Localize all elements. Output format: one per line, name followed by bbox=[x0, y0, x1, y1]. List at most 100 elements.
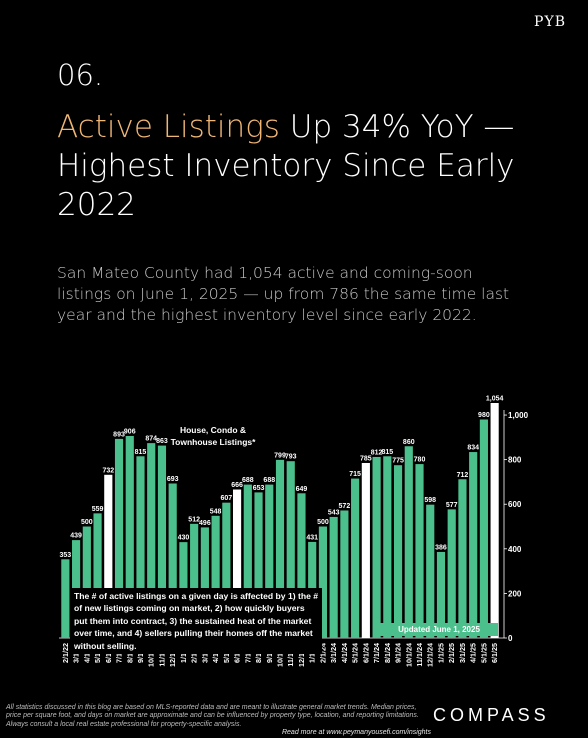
x-tick-label: 5/1/25 bbox=[479, 643, 488, 663]
x-tick-label: 6/1/25 bbox=[490, 643, 499, 663]
bar bbox=[372, 456, 381, 638]
bar-value-label: 649 bbox=[296, 486, 308, 493]
bar-value-label: 693 bbox=[167, 476, 179, 483]
y-tick-label: 400 bbox=[508, 545, 522, 554]
brand-logo: PYB bbox=[534, 14, 566, 30]
x-tick-label: 12/1/23 bbox=[297, 643, 306, 667]
compass-logo: COMPASS bbox=[433, 705, 550, 725]
bar-value-label: 815 bbox=[381, 449, 393, 456]
bar bbox=[114, 438, 124, 638]
bar bbox=[340, 510, 349, 638]
bar-value-label: 980 bbox=[478, 412, 490, 419]
bar-value-label: 496 bbox=[199, 520, 211, 527]
subtitle: San Mateo County had 1,054 active and co… bbox=[57, 264, 510, 324]
bar-value-label: 799 bbox=[274, 452, 286, 459]
bar bbox=[168, 483, 177, 638]
bar-value-label: 439 bbox=[70, 533, 82, 540]
bar bbox=[125, 435, 134, 638]
bar-value-label: 500 bbox=[317, 519, 329, 526]
bar bbox=[82, 526, 91, 638]
updated-badge: Updated June 1, 2025 bbox=[380, 623, 498, 636]
bar-value-label: 1,054 bbox=[486, 396, 504, 403]
disclaimer-text: All statistics discussed in this blog ar… bbox=[6, 704, 419, 728]
bar bbox=[490, 403, 499, 638]
bar-value-label: 548 bbox=[210, 508, 222, 515]
section-number: 06. bbox=[57, 58, 104, 92]
bar bbox=[351, 478, 360, 638]
bar bbox=[254, 492, 263, 638]
bar-value-label: 785 bbox=[360, 455, 372, 462]
bar bbox=[447, 509, 456, 638]
bar-value-label: 775 bbox=[392, 458, 404, 465]
bar bbox=[200, 527, 209, 638]
bar-value-label: 906 bbox=[124, 428, 136, 435]
bar bbox=[232, 489, 242, 638]
bar-value-label: 543 bbox=[328, 509, 340, 516]
bar-value-label: 607 bbox=[220, 495, 232, 502]
y-tick-label: 1,000 bbox=[508, 411, 529, 420]
y-tick-label: 200 bbox=[508, 589, 522, 598]
x-tick-label: 4/1/24 bbox=[340, 643, 349, 663]
bar-value-label: 577 bbox=[446, 502, 458, 509]
bar-value-label: 430 bbox=[178, 535, 190, 542]
bar-value-label: 815 bbox=[135, 449, 147, 456]
x-tick-label: 7/1/24 bbox=[372, 643, 381, 663]
bar-value-label: 431 bbox=[306, 534, 318, 541]
bar-value-label: 780 bbox=[414, 457, 426, 464]
bar-value-label: 715 bbox=[349, 471, 361, 478]
x-tick-label: 10/1/22 bbox=[147, 643, 156, 667]
read-more-link[interactable]: Read more at www.peymanyousefi.com/insig… bbox=[281, 729, 431, 737]
x-tick-label: 3/1/24 bbox=[329, 643, 338, 663]
title-accent: Active Listings bbox=[57, 109, 280, 145]
bar-value-label: 666 bbox=[231, 482, 243, 489]
bar-value-label: 572 bbox=[339, 503, 351, 510]
bar bbox=[469, 452, 478, 638]
bar bbox=[361, 462, 370, 638]
x-tick-label: 12/1/24 bbox=[426, 643, 435, 667]
bar bbox=[479, 419, 488, 638]
y-tick-label: 600 bbox=[508, 500, 522, 509]
bar bbox=[458, 479, 467, 638]
bar bbox=[383, 456, 392, 638]
x-tick-label: 10/1/23 bbox=[276, 643, 285, 667]
bar-value-label: 559 bbox=[92, 506, 104, 513]
x-tick-label: 3/1/25 bbox=[458, 643, 467, 663]
bar-value-label: 500 bbox=[81, 519, 93, 526]
bar-value-label: 688 bbox=[263, 477, 275, 484]
bar bbox=[211, 515, 220, 638]
x-tick-label: 11/1/24 bbox=[415, 643, 424, 667]
x-tick-label: 10/1/24 bbox=[404, 643, 413, 667]
bar bbox=[61, 559, 70, 638]
bar-value-label: 860 bbox=[403, 439, 415, 446]
bar-value-label: 732 bbox=[102, 467, 114, 474]
x-tick-label: 2/1/25 bbox=[447, 643, 456, 663]
y-tick-label: 800 bbox=[508, 456, 522, 465]
bar bbox=[147, 443, 156, 638]
bar-value-label: 793 bbox=[285, 454, 297, 461]
bar bbox=[104, 474, 113, 638]
y-tick-label: 0 bbox=[508, 634, 513, 643]
x-tick-label: 5/1/24 bbox=[351, 643, 360, 663]
bar bbox=[404, 446, 413, 638]
x-tick-label: 1/1/25 bbox=[436, 643, 445, 663]
bar-value-label: 353 bbox=[60, 552, 72, 559]
x-tick-label: 6/1/24 bbox=[361, 643, 370, 663]
bar-value-label: 386 bbox=[435, 544, 447, 551]
bar bbox=[243, 484, 252, 638]
x-tick-label: 2/1/24 bbox=[318, 643, 327, 663]
bar-value-label: 812 bbox=[371, 449, 383, 456]
x-tick-label: 2/1/22 bbox=[61, 643, 70, 663]
bar bbox=[286, 461, 295, 638]
x-tick-label: 11/1/22 bbox=[157, 643, 166, 667]
bar-value-label: 712 bbox=[457, 472, 469, 479]
chart-annotation: The # of active listings on a given day … bbox=[70, 588, 322, 655]
bar bbox=[275, 459, 285, 638]
bar-value-label: 598 bbox=[424, 497, 436, 504]
x-tick-label: 12/1/22 bbox=[168, 643, 177, 667]
bar-value-label: 688 bbox=[242, 477, 254, 484]
title-rest: Up 34% YoY — Highest Inventory Since Ear… bbox=[57, 109, 515, 223]
bar bbox=[426, 504, 435, 638]
bar bbox=[190, 523, 199, 638]
bar bbox=[265, 484, 274, 638]
bar bbox=[222, 502, 231, 638]
